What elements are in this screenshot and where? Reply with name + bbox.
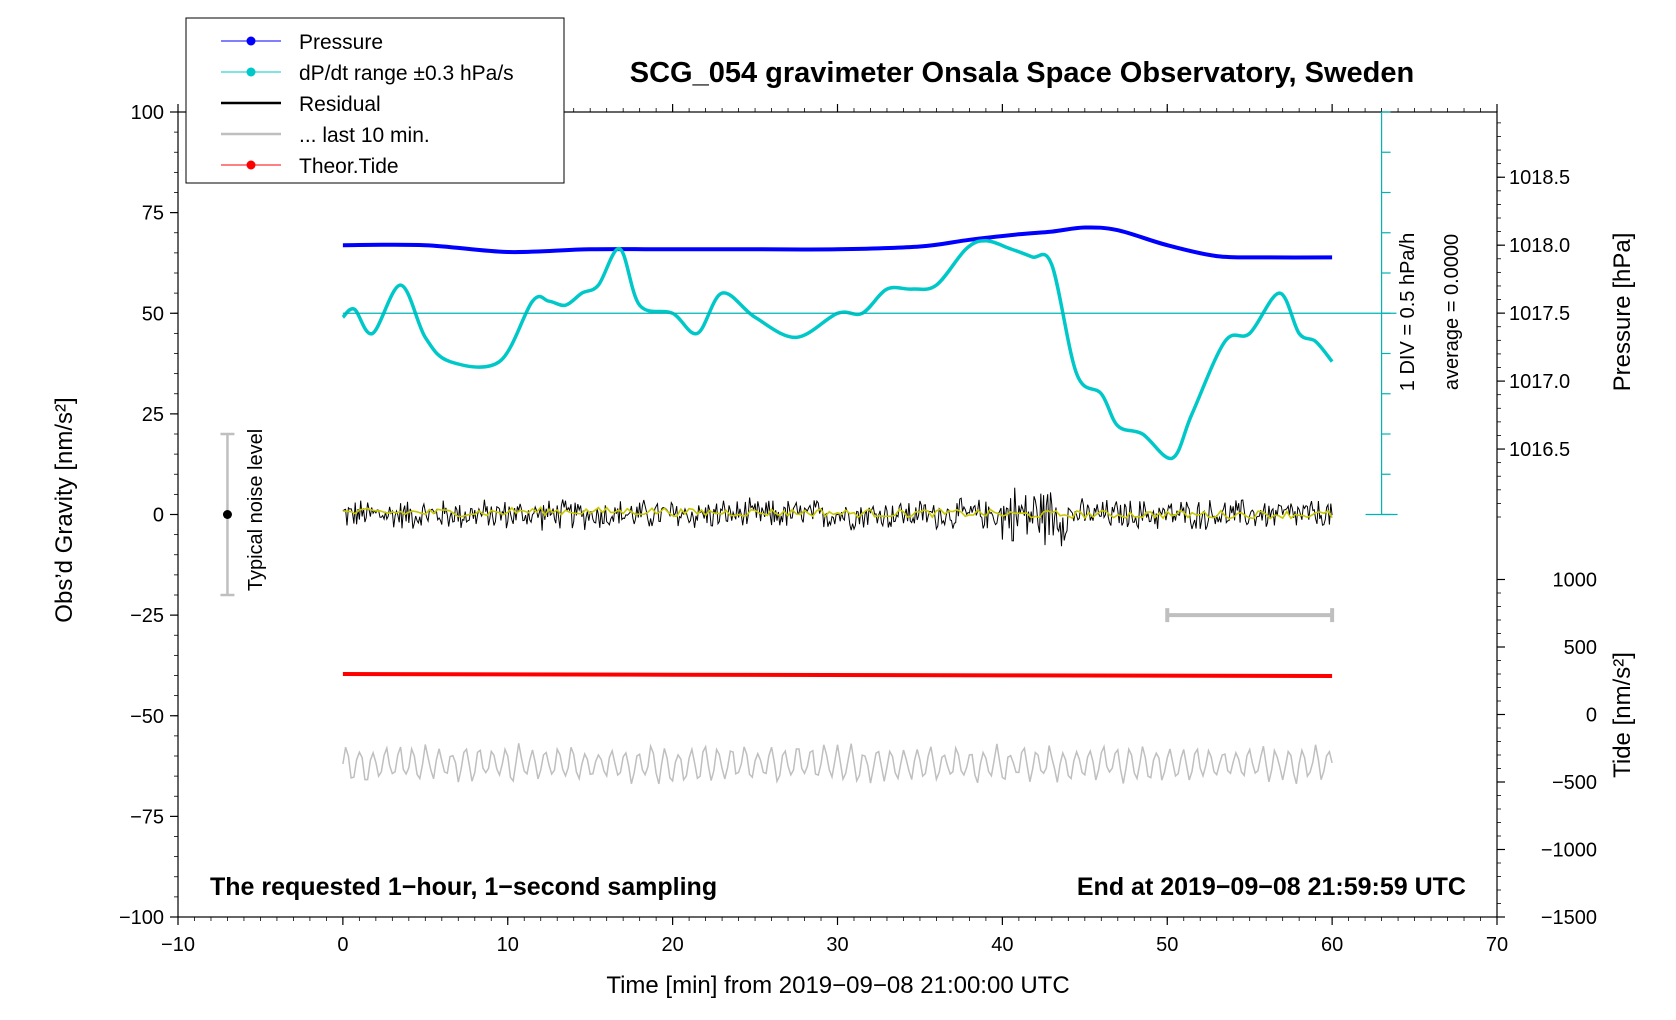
x-axis-label: Time [min] from 2019−09−08 21:00:00 UTC — [606, 972, 1069, 999]
noise-level-dot — [222, 510, 232, 519]
pressure-series-line — [342, 225, 1333, 260]
dpdt-scale-label: 1 DIV = 0.5 hPa/h — [1397, 233, 1419, 391]
x-tick-label: 40 — [991, 934, 1013, 956]
x-tick-label: 10 — [497, 934, 519, 956]
footer-left-note: The requested 1−hour, 1−second sampling — [210, 873, 717, 901]
legend: Pressure dP/dt range ±0.3 hPa/s Residual..… — [185, 17, 565, 184]
x-tick-label: 70 — [1486, 934, 1508, 956]
tide-tick-label: −1500 — [1541, 907, 1597, 929]
tide-tick-label: 500 — [1564, 637, 1597, 659]
y-tick-label: 50 — [142, 303, 164, 325]
y-tick-label: −100 — [119, 907, 164, 929]
legend-label: ... last 10 min. — [299, 124, 430, 147]
tide-tick-label: −500 — [1552, 772, 1597, 794]
legend-label: Pressure — [299, 31, 383, 54]
x-tick-label: 50 — [1156, 934, 1178, 956]
noise-level-label: Typical noise level — [245, 429, 267, 591]
last10-series-line — [342, 743, 1333, 785]
y-tick-label: −25 — [130, 605, 164, 627]
y-tick-label: 75 — [142, 203, 164, 225]
pressure-tick-label: 1018.0 — [1509, 235, 1570, 257]
legend-marker — [246, 160, 256, 170]
x-tick-label: 30 — [826, 934, 848, 956]
tide-axis-label: Tide [nm/s²] — [1609, 652, 1636, 778]
tide-tick-label: 0 — [1586, 705, 1597, 727]
pressure-axis-label: Pressure [hPa] — [1609, 233, 1636, 392]
y-tick-label: −50 — [130, 706, 164, 728]
pressure-tick-label: 1017.5 — [1509, 303, 1570, 325]
pressure-tick-label: 1017.0 — [1509, 371, 1570, 393]
x-tick-label: −10 — [161, 934, 195, 956]
x-tick-label: 20 — [662, 934, 684, 956]
legend-label: Residual — [299, 93, 381, 116]
x-tick-label: 60 — [1321, 934, 1343, 956]
pressure-tick-label: 1018.5 — [1509, 167, 1570, 189]
y-tick-label: 25 — [142, 404, 164, 426]
legend-label: dP/dt range ±0.3 hPa/s — [299, 62, 514, 85]
tide-tick-label: −1000 — [1541, 840, 1597, 862]
legend-marker — [246, 36, 256, 46]
y-tick-label: 0 — [153, 505, 164, 527]
chart-title: SCG_054 gravimeter Onsala Space Observat… — [630, 57, 1414, 89]
dpdt-series-line — [341, 239, 1334, 461]
footer-right-note: End at 2019−09−08 21:59:59 UTC — [1077, 873, 1466, 901]
y-tick-label: −75 — [130, 806, 164, 828]
legend-box — [185, 17, 565, 184]
y-tick-label: 100 — [131, 102, 164, 124]
x-tick-label: 0 — [337, 934, 348, 956]
y-axis-label: Obs’d Gravity [nm/s²] — [51, 397, 78, 622]
legend-marker — [246, 67, 256, 77]
pressure-tick-label: 1016.5 — [1509, 439, 1570, 461]
tide-series-line — [342, 672, 1333, 678]
legend-label: Theor.Tide — [299, 155, 399, 178]
residual-series-line — [342, 487, 1333, 547]
tide-tick-label: 1000 — [1553, 570, 1598, 592]
dpdt-average-label: average = 0.0000 — [1441, 234, 1463, 390]
residual-smoothed-line — [342, 505, 1333, 520]
